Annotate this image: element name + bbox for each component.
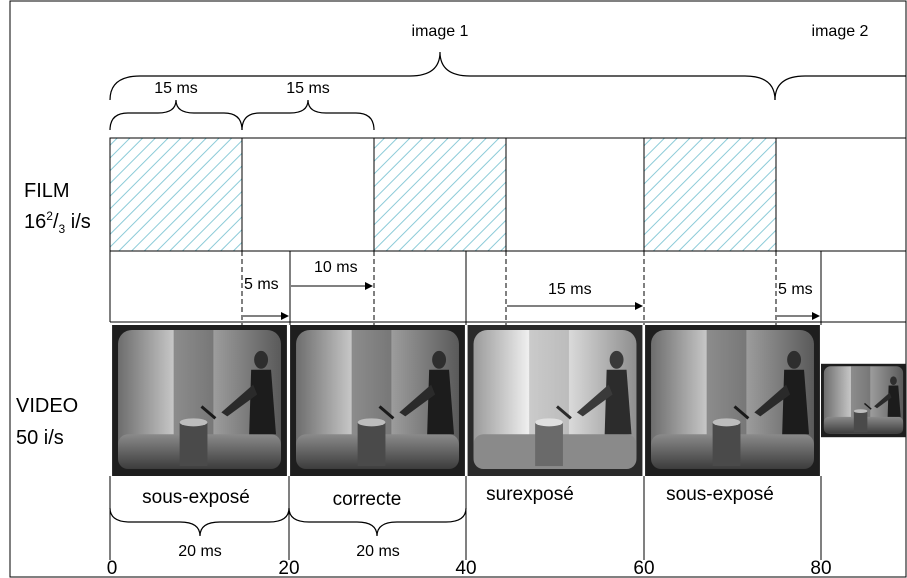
exposure-label-under-1: sous-exposé <box>142 487 250 508</box>
image-2-label: image 2 <box>812 23 869 40</box>
frame-duration-brace-2 <box>288 507 467 537</box>
film-duration-brace-right <box>241 99 375 131</box>
video-frame-3 <box>466 325 644 476</box>
film-shutter-closed-3 <box>643 137 777 252</box>
film-shutter-open-3 <box>775 137 907 252</box>
diagram-border <box>9 0 907 578</box>
offset-arrow-2-label: 10 ms <box>314 259 358 276</box>
offset-arrow-4-label: 5 ms <box>778 281 813 298</box>
film-duration-left-label: 15 ms <box>154 80 198 97</box>
offset-arrow-1-label: 5 ms <box>244 276 279 293</box>
film-rate-label: 162/3 i/s <box>24 209 91 236</box>
image-1-brace <box>109 51 776 101</box>
axis-tick-80: 80 <box>810 558 831 578</box>
film-shutter-closed-1 <box>109 137 243 252</box>
frame-duration-brace-1 <box>109 507 290 537</box>
film-shutter-open-2 <box>505 137 645 252</box>
axis-tick-40: 40 <box>455 558 476 578</box>
video-frame-1 <box>110 325 289 476</box>
video-label: VIDEO <box>16 395 78 417</box>
offset-arrow-3-label: 15 ms <box>548 281 592 298</box>
image-1-label: image 1 <box>412 23 469 40</box>
video-frame-4 <box>644 325 821 476</box>
axis-tick-20: 20 <box>278 558 299 578</box>
film-label: FILM <box>24 180 70 202</box>
frame-duration-1-label: 20 ms <box>178 543 222 560</box>
video-rate-label: 50 i/s <box>16 427 64 449</box>
axis-tick-60: 60 <box>633 558 654 578</box>
image-2-brace <box>774 75 906 101</box>
exposure-label-over: surexposé <box>486 484 574 505</box>
film-duration-right-label: 15 ms <box>286 80 330 97</box>
video-frame-5 <box>821 362 906 439</box>
film-shutter-closed-2 <box>373 137 507 252</box>
exposure-label-under-2: sous-exposé <box>666 484 774 505</box>
frame-duration-2-label: 20 ms <box>356 543 400 560</box>
exposure-label-correct: correcte <box>333 489 402 510</box>
film-duration-brace-left <box>109 99 243 131</box>
film-shutter-open-1 <box>241 137 375 252</box>
axis-tick-0: 0 <box>107 558 118 578</box>
video-frames <box>110 325 906 476</box>
video-frame-2 <box>289 325 466 476</box>
